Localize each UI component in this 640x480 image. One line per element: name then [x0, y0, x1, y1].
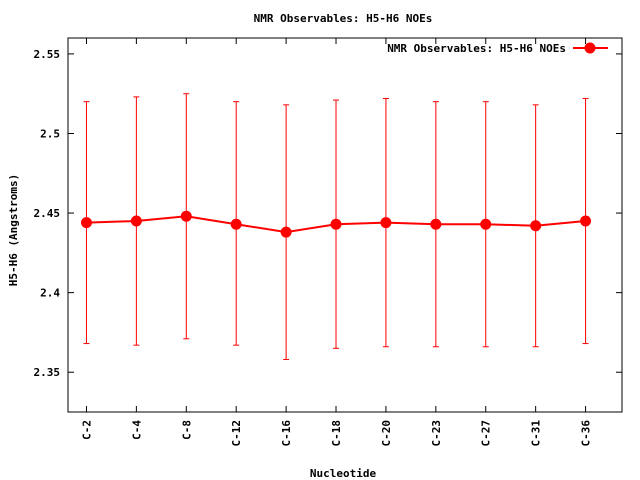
- y-tick-label: 2.45: [34, 207, 61, 220]
- y-tick-label: 2.55: [34, 48, 61, 61]
- x-tick-label: C-20: [380, 420, 393, 447]
- y-axis-label: H5-H6 (Angstroms): [7, 174, 20, 287]
- data-point: [330, 218, 342, 230]
- legend-marker: [584, 42, 596, 54]
- x-tick-label: C-16: [280, 420, 293, 447]
- data-point: [180, 210, 192, 222]
- data-point: [130, 215, 142, 227]
- x-tick-label: C-4: [130, 420, 143, 440]
- legend: NMR Observables: H5-H6 NOEs: [387, 42, 608, 55]
- data-point: [380, 217, 392, 229]
- x-axis-label: Nucleotide: [310, 467, 377, 480]
- chart-title: NMR Observables: H5-H6 NOEs: [254, 12, 433, 25]
- x-tick-label: C-8: [180, 420, 193, 440]
- x-tick-label: C-36: [580, 420, 593, 447]
- y-tick-label: 2.5: [40, 127, 60, 140]
- x-tick-label: C-2: [80, 420, 93, 440]
- x-tick-label: C-18: [330, 420, 343, 447]
- legend-label: NMR Observables: H5-H6 NOEs: [387, 42, 566, 55]
- data-point: [480, 218, 492, 230]
- y-tick-label: 2.35: [34, 366, 61, 379]
- data-point: [280, 226, 292, 238]
- data-point: [530, 220, 542, 232]
- x-tick-label: C-12: [230, 420, 243, 447]
- x-tick-label: C-31: [530, 420, 543, 447]
- data-point: [430, 218, 442, 230]
- data-point: [580, 215, 592, 227]
- data-point: [230, 218, 242, 230]
- x-tick-label: C-23: [430, 420, 443, 447]
- y-tick-label: 2.4: [40, 287, 60, 300]
- plot-frame: [67, 37, 623, 413]
- data-point: [80, 217, 92, 229]
- plot-area: 2.35 2.4 2.45 2.5 2.55 C-2 C-4 C-8 C-12 C-16 C-18 C…: [34, 37, 623, 447]
- x-tick-label: C-27: [480, 420, 493, 447]
